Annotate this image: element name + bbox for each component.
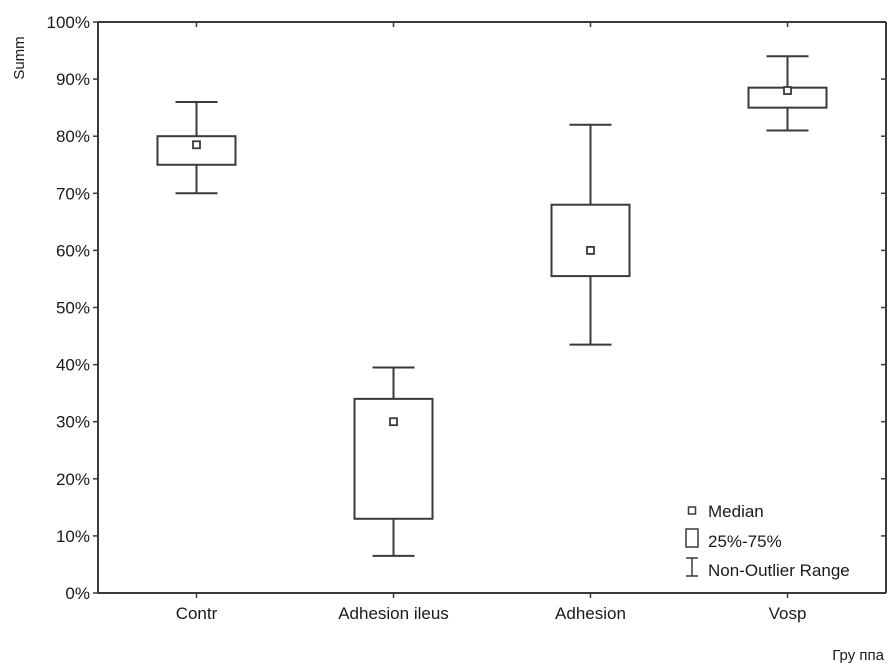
y-tick-label: 20% — [56, 470, 90, 489]
legend-median-label: Median — [708, 502, 764, 521]
y-tick-label: 70% — [56, 184, 90, 203]
median-marker — [192, 140, 201, 150]
y-tick-label: 100% — [47, 13, 90, 32]
y-tick-label: 40% — [56, 356, 90, 375]
legend: Median 25%-75% Non-Outlier Range — [685, 502, 850, 580]
median-marker — [783, 86, 792, 95]
y-tick-label: 90% — [56, 70, 90, 89]
legend-range-label: Non-Outlier Range — [708, 561, 850, 580]
iqr-box — [353, 397, 434, 520]
iqr-box — [550, 203, 631, 278]
median-marker — [389, 417, 398, 427]
box-plot-group — [747, 55, 828, 132]
y-tick-label: 10% — [56, 527, 90, 546]
x-tick-label: Adhesion ileus — [338, 604, 449, 623]
legend-box-label: 25%-75% — [708, 532, 782, 551]
x-tick-label: Contr — [176, 604, 218, 623]
x-tick-label: Adhesion — [555, 604, 626, 623]
x-axis-title: Гру ппа — [832, 647, 884, 663]
box-plot-group — [550, 123, 631, 346]
legend-median-symbol — [687, 506, 697, 515]
box-plot-group — [156, 100, 237, 195]
y-axis-title: Summ — [11, 36, 28, 79]
x-tick-label: Vosp — [769, 604, 807, 623]
median-marker — [586, 245, 595, 255]
y-tick-label: 0% — [65, 584, 90, 603]
box-plot-group — [353, 366, 434, 557]
y-tick-label: 80% — [56, 127, 90, 146]
legend-box-symbol — [685, 528, 699, 548]
y-tick-label: 50% — [56, 299, 90, 318]
y-tick-label: 30% — [56, 413, 90, 432]
y-tick-label: 60% — [56, 241, 90, 260]
